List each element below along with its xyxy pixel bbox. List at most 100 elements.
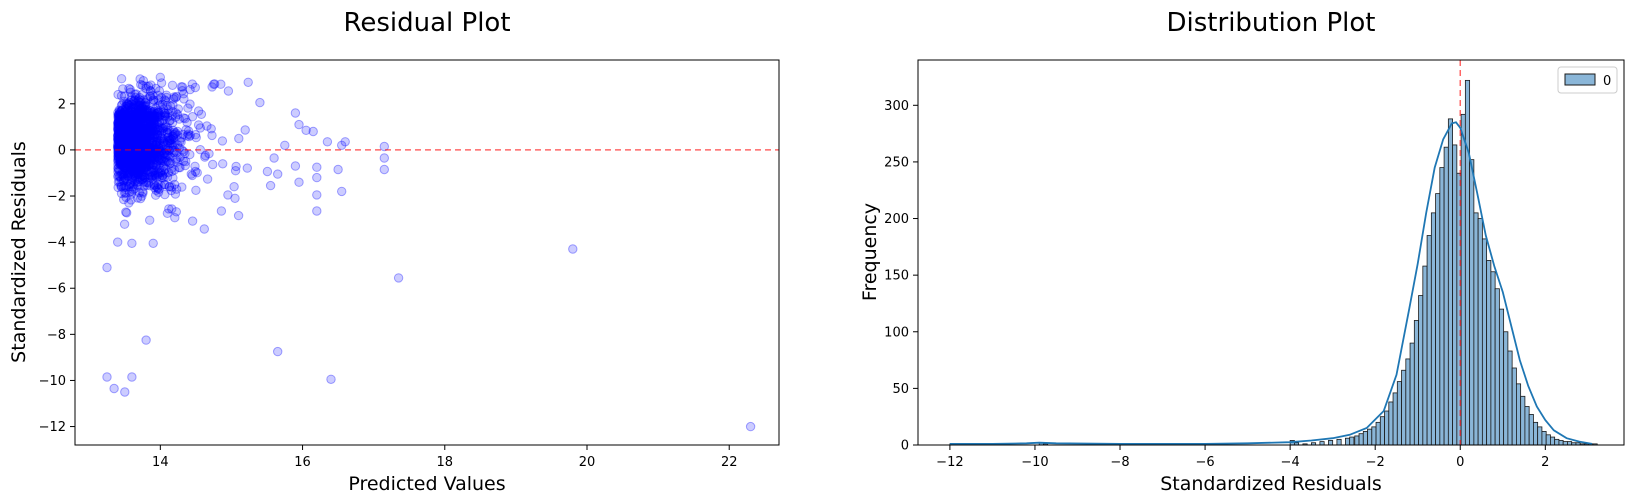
- residual-point: [159, 157, 170, 167]
- residual-point: [131, 117, 141, 127]
- residual-point: [119, 91, 130, 101]
- residual-point: [133, 96, 144, 106]
- residual-point: [132, 139, 143, 149]
- residual-point: [131, 159, 142, 169]
- residual-point: [141, 161, 151, 171]
- residual-point: [149, 179, 160, 190]
- residual-point: [162, 125, 172, 135]
- residual-point: [130, 92, 141, 103]
- residual-point: [145, 105, 155, 116]
- residual-point: [167, 134, 177, 145]
- residual-point: [131, 135, 142, 145]
- residual-point: [135, 134, 145, 145]
- histogram-bar: [1379, 416, 1385, 445]
- residual-point: [153, 120, 164, 130]
- residual-point: [154, 154, 164, 164]
- histogram-bar: [1362, 431, 1368, 445]
- residual-point: [152, 151, 163, 162]
- residual-point: [157, 171, 168, 181]
- histogram-bar: [1486, 260, 1492, 445]
- residual-point: [145, 110, 156, 121]
- residual-point: [129, 180, 139, 190]
- residual-point: [167, 111, 177, 121]
- residual-point: [745, 421, 756, 432]
- residual-point: [145, 128, 156, 139]
- residual-point: [129, 104, 139, 114]
- residual-point: [138, 131, 149, 141]
- residual-point: [123, 130, 134, 140]
- residual-point: [136, 106, 146, 117]
- residual-point: [115, 132, 126, 143]
- residual-point: [132, 177, 143, 187]
- residual-point: [127, 186, 137, 196]
- residual-point: [134, 166, 144, 177]
- residual-point: [148, 113, 158, 123]
- residual-point: [186, 169, 197, 179]
- residual-point: [146, 123, 157, 133]
- residual-point: [126, 132, 136, 143]
- residual-point: [131, 121, 141, 132]
- residual-point: [125, 142, 136, 152]
- residual-point: [128, 122, 139, 132]
- residual-point: [130, 184, 140, 194]
- residual-point: [115, 143, 125, 153]
- residual-point: [123, 136, 134, 147]
- residual-point: [119, 135, 130, 145]
- residual-point: [151, 181, 161, 192]
- residual-point: [176, 82, 187, 92]
- residual-point: [153, 112, 163, 122]
- residual-point: [137, 108, 147, 119]
- residual-point: [196, 109, 207, 120]
- residual-point: [125, 126, 135, 136]
- residual-point: [136, 124, 146, 134]
- residual-point: [149, 152, 160, 162]
- residual-point: [120, 109, 131, 120]
- residual-point: [123, 103, 133, 113]
- residual-point: [150, 124, 161, 134]
- residual-x-label: Predicted Values: [348, 473, 505, 495]
- residual-point: [136, 95, 146, 106]
- residual-point: [131, 98, 141, 108]
- residual-point: [123, 99, 134, 109]
- residual-plot: Residual Plot 14 16 18 20 22 −12 −10 −8 −6 −4 −2 0…: [8, 8, 780, 495]
- residual-point: [133, 101, 143, 112]
- residual-point: [124, 127, 134, 137]
- residual-point: [131, 101, 141, 111]
- residual-point: [121, 156, 131, 167]
- residual-point: [127, 165, 137, 176]
- residual-point: [113, 137, 124, 147]
- residual-point: [118, 144, 128, 154]
- residual-point: [135, 74, 145, 84]
- residual-point: [118, 128, 129, 139]
- residual-point: [142, 139, 152, 150]
- residual-point: [113, 114, 124, 124]
- residual-point: [144, 172, 154, 183]
- residual-point: [204, 149, 214, 159]
- residual-point: [151, 190, 161, 200]
- residual-point: [119, 96, 129, 107]
- residual-point: [114, 134, 125, 144]
- residual-point: [159, 180, 170, 190]
- residual-point: [162, 172, 173, 182]
- residual-point: [120, 387, 130, 397]
- residual-point: [130, 161, 140, 171]
- residual-point: [118, 126, 128, 136]
- histogram-bar: [1503, 331, 1509, 445]
- residual-point: [127, 135, 138, 145]
- residual-point: [137, 191, 147, 201]
- residual-point: [133, 158, 143, 168]
- residual-point: [115, 150, 125, 161]
- residual-point: [132, 130, 142, 140]
- residual-point: [178, 156, 189, 166]
- residual-point: [116, 182, 126, 192]
- residual-point: [117, 128, 128, 139]
- residual-point: [119, 137, 129, 147]
- residual-point: [121, 127, 131, 137]
- histogram-bar: [1336, 438, 1342, 445]
- residual-point: [130, 89, 140, 100]
- residual-point: [125, 139, 135, 149]
- residual-point: [117, 109, 128, 119]
- residual-point: [127, 128, 137, 138]
- residual-point: [156, 181, 166, 191]
